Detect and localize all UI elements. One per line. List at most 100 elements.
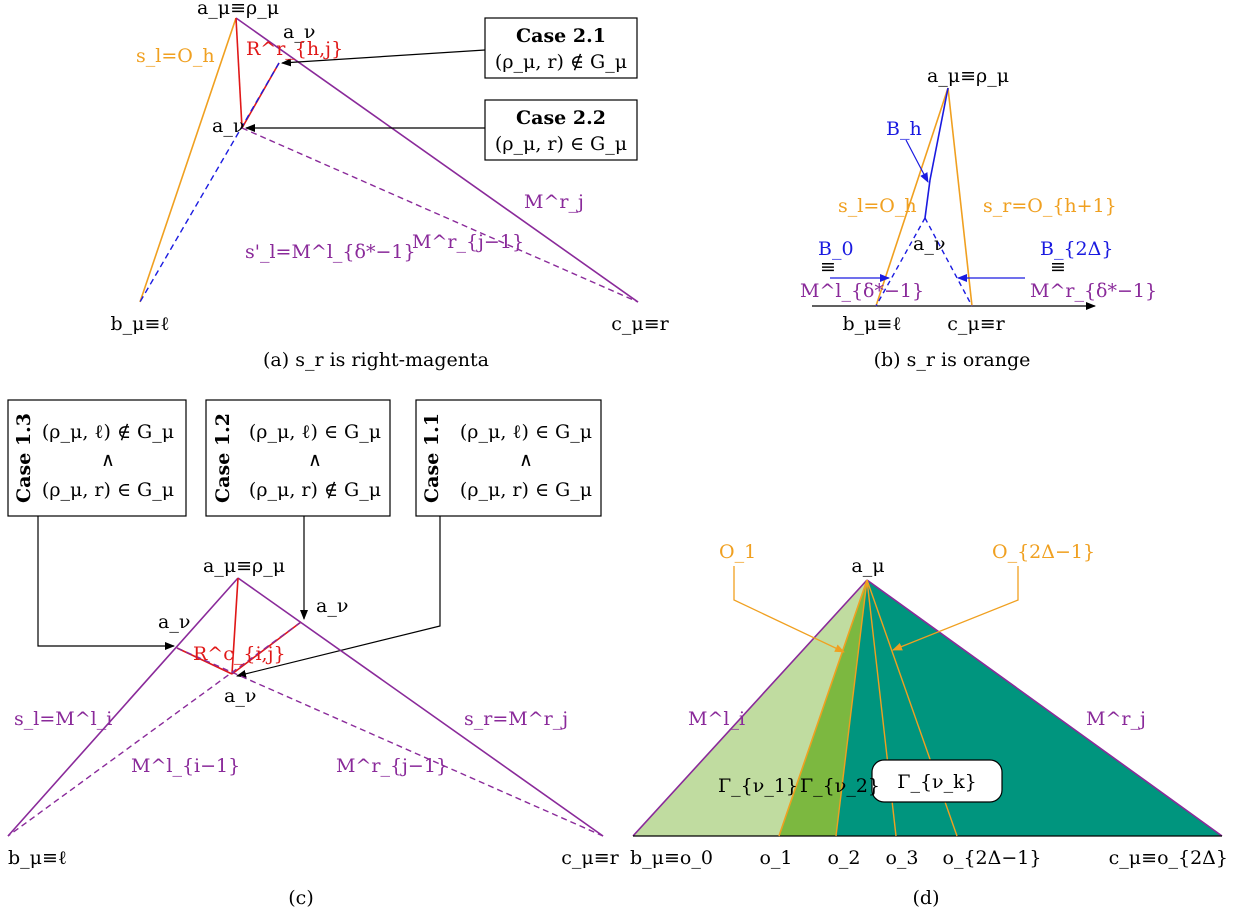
- arrow-case21: [281, 49, 486, 67]
- caption-c: (c): [288, 887, 313, 909]
- ray-o2: [835, 579, 868, 837]
- caption-d: (d): [913, 887, 940, 909]
- edge-right: [237, 577, 604, 837]
- a-nu-bottom: a_ν: [224, 685, 256, 707]
- case12-op: ∧: [308, 449, 322, 471]
- b2d-label: B_{2Δ}: [1040, 238, 1113, 260]
- case22-box: [484, 99, 638, 161]
- case22-title: Case 2.2: [516, 107, 606, 129]
- b0-label: B_0: [818, 238, 854, 260]
- r-label: R^r_{h,j}: [246, 38, 343, 60]
- edge-right-orange: [947, 87, 973, 307]
- arrow-case13: [37, 516, 175, 650]
- a-nu-label: a_ν: [913, 233, 945, 255]
- blue-edge-mid: [924, 179, 931, 219]
- apex-label: a_μ≡ρ_μ: [197, 0, 279, 19]
- case13-op: ∧: [101, 449, 115, 471]
- left-side-label: M^l_i: [688, 708, 745, 730]
- edge-left-orange: [875, 87, 949, 307]
- r-label: R^c_{i,j}: [193, 643, 286, 665]
- case11-line1: (ρ_μ, ℓ) ∈ G_μ: [460, 421, 592, 443]
- a-nu-left: a_ν: [158, 611, 190, 633]
- case11-box: [415, 399, 602, 517]
- panel-c: Case 1.3 (ρ_μ, ℓ) ∉ G_μ ∧ (ρ_μ, r) ∈ G_μ…: [7, 399, 620, 909]
- bottom-left-label: b_μ≡ℓ: [8, 847, 67, 869]
- red-edge: [231, 577, 239, 675]
- m-left-label: M^l_{δ*−1}: [800, 280, 924, 302]
- arrow-case11: [236, 516, 441, 678]
- case22-text: (ρ_μ, r) ∈ G_μ: [495, 133, 627, 155]
- case13-box: [7, 399, 187, 517]
- blue-edge-bh: [929, 87, 949, 181]
- left-side-label: s_l=O_h: [136, 45, 215, 67]
- bottom-label-5: c_μ≡o_{2Δ}: [1109, 847, 1228, 869]
- bottom-right-label: c_μ≡r: [561, 847, 619, 869]
- case21-title: Case 2.1: [516, 25, 606, 47]
- apex-label: a_μ≡ρ_μ: [203, 555, 285, 577]
- case21-text: (ρ_μ, r) ∉ G_μ: [495, 51, 627, 73]
- dashed-left-inner: [7, 621, 302, 837]
- case12-line1: (ρ_μ, ℓ) ∈ G_μ: [249, 421, 381, 443]
- edge-left: [632, 579, 868, 837]
- bottom-label-1: o_1: [759, 847, 792, 869]
- a-nu-mid: a_ν: [212, 115, 244, 137]
- right-side-label: s_r=M^r_j: [464, 708, 568, 730]
- edge-right: [866, 579, 1223, 837]
- o1-top-label: O_1: [719, 541, 756, 563]
- apex-label: a_μ≡ρ_μ: [927, 65, 1009, 87]
- dashed-magenta-edge: [241, 127, 639, 303]
- bottom-right-label: c_μ≡r: [611, 313, 669, 335]
- ray-o1: [778, 579, 868, 837]
- left-side-label: s_l=O_h: [838, 195, 917, 217]
- bh-label: B_h: [886, 118, 922, 140]
- bottom-left-label: b_μ≡ℓ: [110, 313, 169, 335]
- caption-b: (b) s_r is orange: [874, 349, 1031, 371]
- case11-line2: (ρ_μ, r) ∈ G_μ: [460, 479, 592, 501]
- arrow-o1: [733, 566, 845, 653]
- edge-left: [7, 577, 239, 837]
- edge-left-orange: [139, 17, 237, 303]
- case13-line2: (ρ_μ, r) ∈ G_μ: [42, 479, 174, 501]
- dashed-blue-right: [924, 217, 973, 307]
- bottom-label-2: o_2: [827, 847, 860, 869]
- a-nu-right: a_ν: [316, 595, 348, 617]
- panel-b: a_μ≡ρ_μ B_h s_l=O_h s_r=O_{h+1} a_ν B_0 …: [800, 65, 1157, 371]
- bottom-label-3: o_3: [885, 847, 918, 869]
- case11-op: ∧: [519, 449, 533, 471]
- bottom-label-4: o_{2Δ−1}: [943, 847, 1042, 869]
- inner-left-label: M^l_{i−1}: [131, 755, 240, 777]
- apex-label: a_μ: [851, 555, 884, 577]
- b0-equiv: ≡: [820, 256, 836, 278]
- inner-right-label: M^r_{j−1}: [412, 231, 524, 253]
- case21-box: [484, 17, 638, 79]
- arrow-o2d: [892, 566, 1019, 651]
- edge-right-magenta: [235, 17, 639, 303]
- case12-line2: (ρ_μ, r) ∉ G_μ: [249, 479, 381, 501]
- case12-box: [205, 399, 391, 517]
- red-edge: [235, 17, 243, 129]
- dashed-blue-left: [875, 217, 926, 307]
- bottom-right-label: c_μ≡r: [947, 313, 1005, 335]
- case12-title: Case 1.2: [212, 413, 234, 503]
- arrow-bh: [905, 139, 929, 183]
- m-right-label: M^r_{δ*−1}: [1030, 280, 1157, 302]
- gamma1-label: Γ_{ν_1}: [718, 775, 798, 797]
- left-side-label: s_l=M^l_i: [14, 708, 112, 730]
- gammak-box: [871, 759, 1003, 803]
- o2d-top-label: O_{2Δ−1}: [992, 541, 1095, 563]
- b2d-equiv: ≡: [1050, 256, 1066, 278]
- right-side-label: M^r_j: [524, 191, 584, 213]
- inner-left-label: s'_l=M^l_{δ*−1}: [245, 241, 416, 263]
- panel-d: a_μ O_1 O_{2Δ−1} M^l_i M^r_j Γ_{ν_1} Γ_{…: [630, 541, 1228, 909]
- dashed-right-inner: [176, 647, 604, 837]
- caption-a: (a) s_r is right-magenta: [263, 349, 489, 371]
- bottom-left-label: b_μ≡ℓ: [842, 313, 901, 335]
- case11-title: Case 1.1: [421, 413, 443, 503]
- dashed-blue-edge: [139, 62, 280, 303]
- a-nu-top: a_ν: [283, 21, 315, 43]
- inner-right-label: M^r_{j−1}: [336, 755, 448, 777]
- bottom-label-0: b_μ≡o_0: [630, 847, 713, 869]
- right-side-label: s_r=O_{h+1}: [983, 195, 1117, 217]
- case13-line1: (ρ_μ, ℓ) ∉ G_μ: [42, 421, 174, 443]
